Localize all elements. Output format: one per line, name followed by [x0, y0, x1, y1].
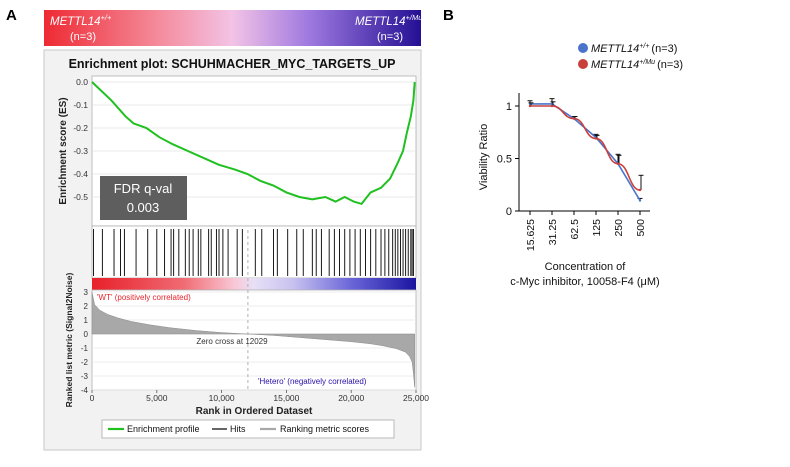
viability-x-tick: 15.625	[525, 219, 537, 251]
hetero-correlated-label: 'Hetero' (negatively correlated)	[258, 377, 367, 386]
viability-point	[638, 188, 642, 192]
legend-hits: Hits	[230, 424, 246, 434]
fdr-label: FDR q-val	[114, 181, 173, 196]
metric-x-tick: 20,000	[338, 393, 364, 403]
viability-series-0	[527, 98, 643, 202]
metric-x-tick: 15,000	[273, 393, 299, 403]
legend-mu: METTL14+/Mu (n=3)	[591, 59, 683, 71]
viability-point	[550, 104, 554, 108]
viability-point	[528, 104, 532, 108]
metric-x-tick: 5,000	[146, 393, 168, 403]
viability-x-tick: 250	[613, 219, 625, 237]
viability-point	[616, 162, 620, 165]
es-y-axis: 0.0 -0.1 -0.2 -0.3 -0.4 -0.5	[73, 77, 88, 202]
legend-wt: METTL14+/+ (n=3)	[591, 43, 677, 55]
banner-right-label: METTL14+/Mu	[355, 13, 423, 28]
enrichment-profile-line	[91, 81, 416, 206]
metric-x-tick: 25,000	[403, 393, 429, 403]
zero-cross-label: Zero cross at 12029	[196, 337, 268, 346]
es-y-label: Enrichment score (ES)	[58, 97, 69, 204]
legend-profile: Enrichment profile	[127, 424, 200, 434]
viability-x-label-line1: Concentration of	[545, 261, 627, 273]
es-y-tick: -0.2	[73, 123, 88, 133]
es-y-tick: -0.3	[73, 146, 88, 156]
metric-y-tick: -1	[81, 344, 89, 353]
gsea-panel: Enrichment plot: SCHUHMACHER_MYC_TARGETS…	[43, 49, 429, 451]
metric-y-tick: -3	[81, 372, 89, 381]
banner-right-n: (n=3)	[377, 31, 403, 43]
metric-y-tick: -4	[81, 386, 89, 395]
viability-series-line	[530, 103, 641, 201]
fdr-box: FDR q-val 0.003	[100, 176, 187, 220]
viability-x-tick: 500	[635, 219, 647, 237]
metric-y-tick: 0	[84, 330, 89, 339]
viability-series-1	[528, 101, 644, 192]
panel-label-b: B	[443, 7, 454, 24]
metric-y-tick: -2	[81, 358, 89, 367]
viability-chart: METTL14+/+ (n=3) METTL14+/Mu (n=3) 00.51 1…	[478, 43, 683, 288]
metric-y-tick: 1	[84, 316, 89, 325]
viability-x-ticks: 15.625 31.25 62.5 125 250 500	[525, 211, 647, 251]
viability-point	[572, 117, 576, 120]
es-y-tick: -0.1	[73, 100, 88, 110]
metric-x-tick: 10,000	[209, 393, 235, 403]
viability-y-tick: 0.5	[497, 154, 512, 166]
banner-left-label: METTL14+/+	[50, 13, 112, 28]
viability-x-tick: 62.5	[569, 219, 581, 240]
viability-y-tick: 0	[506, 206, 512, 218]
metric-x-tick: 0	[90, 393, 95, 403]
banner-left-n: (n=3)	[70, 31, 96, 43]
ranking-color-bar	[92, 278, 416, 290]
hits-group	[93, 229, 414, 276]
viability-legend: METTL14+/+ (n=3) METTL14+/Mu (n=3)	[578, 43, 683, 71]
fdr-value: 0.003	[127, 200, 160, 215]
viability-y-ticks: 00.51	[497, 101, 519, 218]
viability-x-tick: 125	[591, 219, 603, 237]
viability-x-tick: 31.25	[547, 219, 559, 245]
viability-point	[638, 199, 642, 202]
gsea-title: Enrichment plot: SCHUHMACHER_MYC_TARGETS…	[69, 57, 396, 71]
gsea-legend: Enrichment profile Hits Ranking metric s…	[101, 419, 395, 439]
metric-x-axis: 0 5,000 10,000 15,000 20,000 25,000	[90, 390, 429, 403]
legend-metric: Ranking metric scores	[280, 424, 370, 434]
viability-y-label: Viability Ratio	[478, 124, 490, 190]
es-y-tick: -0.4	[73, 169, 88, 179]
gsea-x-label: Rank in Ordered Dataset	[196, 406, 313, 417]
viability-x-label-line2: c-Myc inhibitor, 10058-F4 (μM)	[510, 276, 659, 288]
es-y-tick: -0.5	[73, 192, 88, 202]
wt-correlated-label: 'WT' (positively correlated)	[97, 293, 191, 302]
panel-label-a: A	[6, 7, 17, 24]
viability-point	[594, 137, 598, 140]
es-y-tick: 0.0	[76, 77, 88, 87]
viability-series-line	[530, 105, 641, 191]
phenotype-banner: METTL14+/+ (n=3) METTL14+/Mu (n=3)	[44, 10, 423, 46]
metric-y-tick: 3	[84, 288, 89, 297]
metric-y-label: Ranked list metric (Signal2Noise)	[64, 273, 74, 408]
hits-area	[91, 225, 417, 279]
ranking-metric-area	[91, 291, 415, 388]
metric-y-tick: 2	[84, 302, 89, 311]
viability-y-tick: 1	[506, 101, 512, 113]
metric-y-axis: 3 2 1 0 -1 -2 -3 -4	[81, 288, 89, 395]
